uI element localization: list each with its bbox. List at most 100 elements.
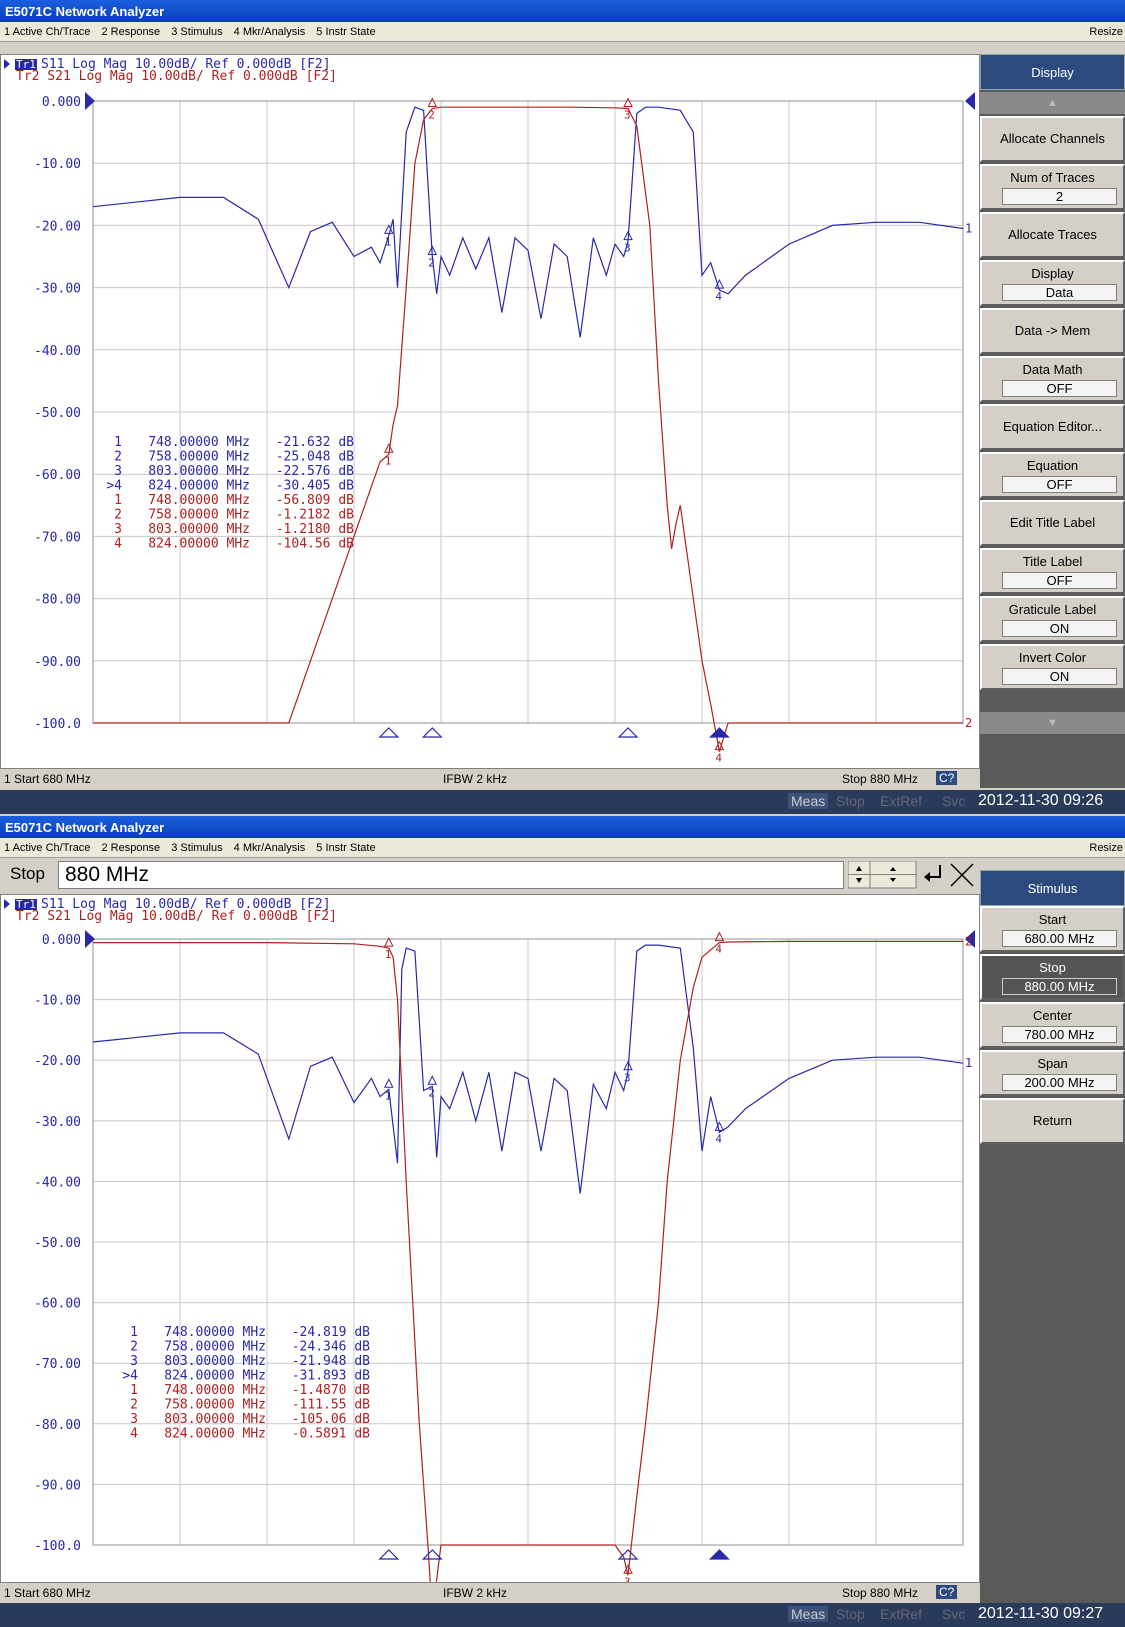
entry-bar: Stop 880 MHz — [0, 858, 980, 892]
y-tick-label: -10.00 — [34, 994, 81, 1009]
marker-1-label: 1 — [385, 454, 392, 467]
timestamp: 2012-11-30 09:26 — [978, 792, 1104, 809]
spin-buttons-icon[interactable] — [848, 861, 918, 889]
ifbw-label: IFBW 2 kHz — [443, 1586, 508, 1600]
softkey-equation[interactable]: Equation OFF — [980, 452, 1125, 498]
softkey-center[interactable]: Center 780.00 MHz — [980, 1002, 1125, 1048]
softkey-value: 680.00 MHz — [1002, 930, 1117, 947]
softkey-label: Stop — [1039, 960, 1066, 975]
y-tick-label: -70.00 — [34, 530, 81, 545]
marker-2-position-icon[interactable] — [421, 727, 443, 738]
marker-readout-freq: 824.00000 MHz — [164, 1427, 266, 1442]
menu-item-response[interactable]: 2 Response — [101, 26, 161, 38]
softkey-label: Data Math — [1022, 362, 1083, 377]
menu-bar: 1 Active Ch/Trace 2 Response 3 Stimulus … — [0, 838, 1125, 858]
softkey-stop[interactable]: Stop 880.00 MHz — [980, 954, 1125, 1000]
marker-1-position-icon[interactable] — [378, 727, 400, 738]
series-s21-line — [93, 106, 963, 752]
marker-1-position-icon[interactable] — [378, 1549, 400, 1560]
tr1-tag-bg[interactable] — [15, 59, 37, 70]
softkey-label: Start — [1038, 912, 1067, 927]
menu-item-active-ch[interactable]: 1 Active Ch/Trace — [4, 26, 91, 38]
trace-plot-area[interactable]: Tr1 S11 Log Mag 10.00dB/ Ref 0.000dB [F2]… — [0, 894, 980, 1627]
menu-item-mkr-analysis[interactable]: 4 Mkr/Analysis — [233, 26, 306, 38]
trace-plot: Tr1 S11 Log Mag 10.00dB/ Ref 0.000dB [F2]… — [4, 57, 975, 765]
softkey-start[interactable]: Start 680.00 MHz — [980, 906, 1125, 952]
resize-button[interactable]: Resize — [1089, 26, 1123, 38]
marker-readout-freq: 803.00000 MHz — [148, 464, 250, 479]
softkey-equation-editor[interactable]: Equation Editor... — [980, 404, 1125, 450]
softkey-title-label[interactable]: Title Label OFF — [980, 548, 1125, 594]
ref-level-right-icon[interactable] — [965, 92, 975, 110]
marker-3-label: 3 — [624, 242, 631, 255]
resize-button[interactable]: Resize — [1089, 842, 1123, 854]
softkey-edit-title-label[interactable]: Edit Title Label — [980, 500, 1125, 546]
ref-level-right-icon[interactable] — [965, 930, 975, 948]
softkey-data-mem[interactable]: Data -> Mem — [980, 308, 1125, 354]
marker-2-label: 2 — [428, 257, 435, 270]
trace-plot-area[interactable]: Tr1 S11 Log Mag 10.00dB/ Ref 0.000dB [F2]… — [0, 54, 980, 769]
softkey-allocate-traces[interactable]: Allocate Traces — [980, 212, 1125, 258]
trace-plot: Tr1 S11 Log Mag 10.00dB/ Ref 0.000dB [F2]… — [4, 897, 975, 1627]
marker-2-position-icon[interactable] — [421, 1549, 443, 1560]
marker-readout-freq: 824.00000 MHz — [164, 1369, 266, 1384]
trace-end-label: 1 — [965, 1056, 972, 1070]
close-icon[interactable] — [948, 861, 976, 889]
softkey-value: 2 — [1002, 188, 1117, 205]
softkey-panel: Display ▲ Allocate Channels Num of Traces… — [980, 54, 1125, 788]
menu-item-response[interactable]: 2 Response — [101, 842, 161, 854]
softkey-span[interactable]: Span 200.00 MHz — [980, 1050, 1125, 1096]
grid-frame — [92, 100, 964, 724]
softkey-graticule-label[interactable]: Graticule Label ON — [980, 596, 1125, 642]
marker-4-label: 4 — [715, 752, 722, 765]
marker-3-label: 3 — [624, 108, 631, 121]
marker-4-position-icon[interactable] — [708, 1549, 730, 1560]
ref-level-left-icon[interactable] — [85, 92, 95, 110]
channel-status-bar: 1 Start 680 MHz IFBW 2 kHz Stop 880 MHz … — [0, 1582, 980, 1602]
softkey-data-math[interactable]: Data Math OFF — [980, 356, 1125, 402]
menu-item-stimulus[interactable]: 3 Stimulus — [171, 26, 223, 38]
instrument-status-bar: Meas Stop ExtRef Svc 2012-11-30 09:26 — [0, 790, 1125, 814]
softkey-allocate-channels[interactable]: Allocate Channels — [980, 116, 1125, 162]
softkey-num-of-traces[interactable]: Num of Traces 2 — [980, 164, 1125, 210]
tr1-tag[interactable]: Tr1 — [16, 898, 36, 911]
tr1-tag[interactable]: Tr1 — [16, 58, 36, 71]
marker-3-position-icon[interactable] — [617, 1549, 639, 1560]
enter-icon[interactable] — [920, 861, 946, 889]
softkey-value: ON — [1002, 620, 1117, 637]
marker-readout-value: -105.06 dB — [292, 1412, 370, 1427]
stop-frequency-input[interactable]: 880 MHz — [58, 861, 844, 889]
tr1-tag-bg[interactable] — [15, 899, 37, 910]
menu-item-active-ch[interactable]: 1 Active Ch/Trace — [4, 842, 91, 854]
menu-item-instr-state[interactable]: 5 Instr State — [316, 26, 376, 38]
ref-level-left-icon[interactable] — [85, 930, 95, 948]
channel-status-bar: 1 Start 680 MHz IFBW 2 kHz Stop 880 MHz … — [0, 768, 980, 788]
menu-item-instr-state[interactable]: 5 Instr State — [316, 842, 376, 854]
marker-readout-number: 3 — [114, 464, 122, 479]
marker-readout-value: -104.56 dB — [276, 537, 354, 552]
softkey-scroll-down-icon[interactable]: ▼ — [980, 712, 1125, 734]
softkey-label: Span — [1037, 1056, 1068, 1071]
softkey-label: Display — [1031, 266, 1074, 281]
softkey-scroll-up-icon[interactable]: ▲ — [980, 92, 1125, 114]
softkey-invert-color[interactable]: Invert Color ON — [980, 644, 1125, 690]
trace-end-label: 2 — [965, 716, 972, 730]
app-title-bar: E5071C Network Analyzer — [0, 0, 1125, 22]
softkey-display[interactable]: Display Data — [980, 260, 1125, 306]
marker-readout-value: -24.346 dB — [292, 1340, 370, 1355]
marker-4-label: 4 — [715, 1132, 722, 1145]
y-tick-label: -50.00 — [34, 406, 81, 421]
marker-3-triangle — [623, 97, 633, 107]
marker-readout-number: 3 — [114, 522, 122, 537]
instrument-status-bar: Meas Stop ExtRef Svc 2012-11-30 09:27 — [0, 1603, 1125, 1627]
menu-item-stimulus[interactable]: 3 Stimulus — [171, 842, 223, 854]
softkey-label: Allocate Channels — [1000, 131, 1105, 146]
menu-item-mkr-analysis[interactable]: 4 Mkr/Analysis — [233, 842, 306, 854]
svc-status: Svc — [942, 793, 966, 809]
softkey-label: Allocate Traces — [1008, 227, 1097, 242]
softkey-return[interactable]: Return — [980, 1098, 1125, 1144]
marker-4-position-icon[interactable] — [708, 727, 730, 738]
marker-readout-number: 3 — [130, 1354, 138, 1369]
marker-readout-number: 2 — [114, 450, 122, 465]
marker-3-position-icon[interactable] — [617, 727, 639, 738]
